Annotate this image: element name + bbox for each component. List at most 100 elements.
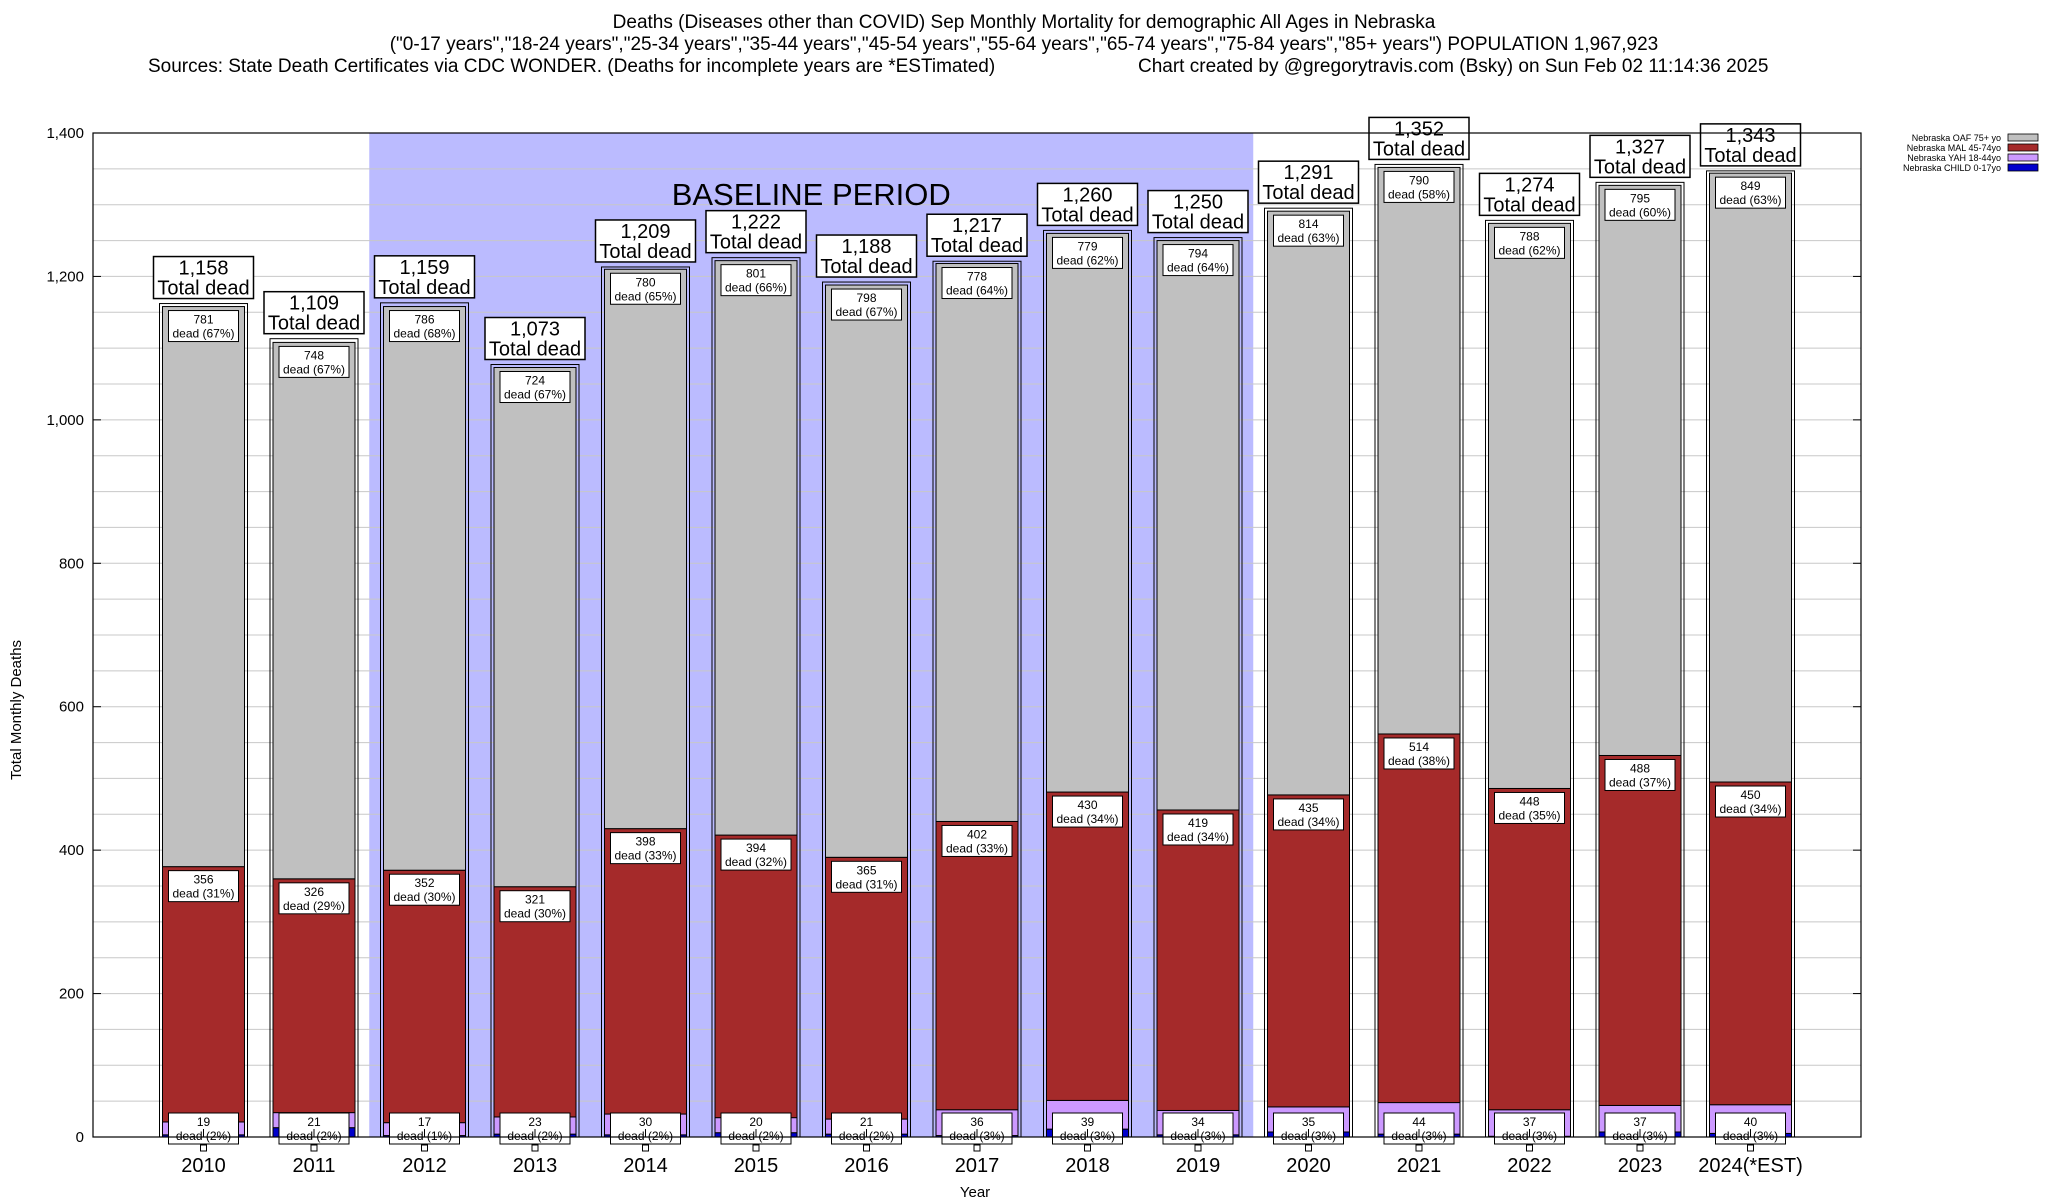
- segment-label-box: [278, 345, 350, 378]
- total-label-value: 1,158: [178, 258, 228, 280]
- segment-label-value: 794: [1188, 247, 1208, 261]
- total-label-text: Total dead: [1704, 145, 1796, 167]
- segment-label-value: 21: [307, 1115, 321, 1129]
- point-marker: [1747, 1144, 1754, 1152]
- x-tick-label: 2010: [181, 1155, 226, 1177]
- segment-label-box: [1604, 758, 1676, 791]
- bar-segment: [1377, 166, 1461, 735]
- segment-label-value: 394: [746, 841, 766, 855]
- segment-label-box: [1604, 1112, 1676, 1145]
- segment-label-value: 781: [193, 313, 213, 327]
- segment-label-value: 40: [1744, 1115, 1758, 1129]
- bar-segment: [1598, 184, 1682, 756]
- point-marker: [1636, 1144, 1644, 1152]
- total-label-text: Total dead: [710, 232, 802, 254]
- total-label-text: Total dead: [599, 241, 691, 263]
- bar-segment: [1046, 791, 1129, 1101]
- segment-label-value: 21: [860, 1115, 874, 1129]
- total-label-box: [926, 213, 1028, 257]
- segment-label-pct: dead (34%): [1167, 830, 1229, 844]
- sources-text: Sources: State Death Certificates via CD…: [148, 56, 996, 77]
- total-label-box: [594, 219, 697, 263]
- segment-label-box: [389, 873, 460, 906]
- segment-label-pct: dead (67%): [835, 305, 897, 319]
- chart-sources-line: Sources: State Death Certificates via CD…: [0, 56, 2048, 78]
- bar-segment: [162, 306, 245, 868]
- segment-label-value: 30: [639, 1115, 653, 1129]
- segment-label-value: 795: [1630, 191, 1650, 205]
- segment-label-box: [1715, 785, 1786, 818]
- segment-label-box: [1162, 813, 1234, 846]
- segment-label-value: 23: [528, 1115, 542, 1129]
- segment-label-value: 402: [967, 827, 987, 841]
- segment-label-box: [1162, 244, 1234, 277]
- total-label-text: Total dead: [1152, 212, 1244, 234]
- total-label-box: [1478, 172, 1581, 217]
- chart-header: Deaths (Diseases other than COVID) Sep M…: [0, 12, 2048, 78]
- credit-text: Chart created by @gregorytravis.com (Bsk…: [1138, 56, 1769, 77]
- segment-label-pct: dead (60%): [1609, 205, 1671, 219]
- segment-label-box: [941, 267, 1013, 300]
- total-label-text: Total dead: [268, 313, 360, 335]
- segment-label-box: [1715, 176, 1786, 209]
- point-marker: [863, 1144, 870, 1152]
- segment-label-box: [610, 832, 681, 865]
- segment-label-box: [1604, 188, 1676, 221]
- segment-label-pct: dead (37%): [1609, 775, 1671, 789]
- bar-segment: [1156, 240, 1240, 811]
- segment-label-pct: dead (67%): [172, 327, 234, 341]
- segment-label-pct: dead (33%): [614, 849, 676, 863]
- total-label-text: Total dead: [1373, 138, 1465, 160]
- segment-label-pct: dead (65%): [614, 289, 676, 303]
- bar-segment: [1046, 232, 1129, 793]
- total-label-value: 1,188: [841, 236, 891, 258]
- total-label-text: Total dead: [1041, 204, 1133, 226]
- bar-segment: [1709, 781, 1792, 1106]
- segment-label-value: 17: [418, 1115, 432, 1129]
- bar-segment: [935, 263, 1019, 822]
- segment-label-value: 780: [635, 275, 655, 289]
- y-tick-label: 1,000: [46, 412, 84, 429]
- y-tick-label: 1,200: [46, 268, 84, 285]
- bar-segment: [162, 866, 245, 1123]
- segment-label-pct: dead (67%): [283, 362, 345, 376]
- segment-label-box: [1383, 170, 1455, 203]
- total-label-text: Total dead: [1262, 182, 1354, 204]
- segment-label-box: [1383, 737, 1455, 770]
- bar-segment: [1267, 210, 1350, 796]
- total-label-text: Total dead: [157, 278, 249, 300]
- bar-segment: [272, 341, 356, 880]
- point-marker: [642, 1144, 649, 1152]
- segment-label-value: 786: [414, 313, 434, 327]
- segment-label-value: 488: [1630, 761, 1650, 775]
- total-label-box: [1036, 182, 1139, 227]
- segment-label-value: 326: [304, 885, 324, 899]
- segment-label-value: 398: [635, 835, 655, 849]
- segment-label-value: 20: [749, 1115, 763, 1129]
- segment-label-value: 419: [1188, 816, 1208, 830]
- segment-label-box: [610, 1112, 681, 1145]
- total-label-text: Total dead: [489, 339, 581, 361]
- segment-label-pct: dead (67%): [504, 388, 566, 402]
- segment-label-value: 448: [1519, 794, 1539, 808]
- total-label-text: Total dead: [378, 277, 470, 299]
- x-tick-label: 2014: [623, 1155, 668, 1177]
- segment-label-box: [610, 272, 681, 305]
- segment-label-pct: dead (29%): [283, 899, 345, 913]
- segment-label-box: [499, 890, 571, 923]
- segment-label-value: 37: [1523, 1115, 1537, 1129]
- y-tick-label: 0: [76, 1129, 84, 1146]
- total-label-box: [1147, 189, 1249, 234]
- segment-label-value: 790: [1409, 173, 1429, 187]
- total-label-value: 1,073: [510, 319, 560, 341]
- segment-label-pct: dead (66%): [725, 281, 787, 295]
- x-tick-label: 2013: [513, 1155, 558, 1177]
- segment-label-box: [831, 1112, 902, 1145]
- segment-label-pct: dead (38%): [1388, 754, 1450, 768]
- plot-frame: [92, 132, 1862, 1138]
- point-marker: [1526, 1144, 1533, 1152]
- bar-segment: [825, 856, 908, 1120]
- segment-label-box: [389, 1112, 460, 1145]
- segment-label-pct: dead (34%): [1056, 812, 1118, 826]
